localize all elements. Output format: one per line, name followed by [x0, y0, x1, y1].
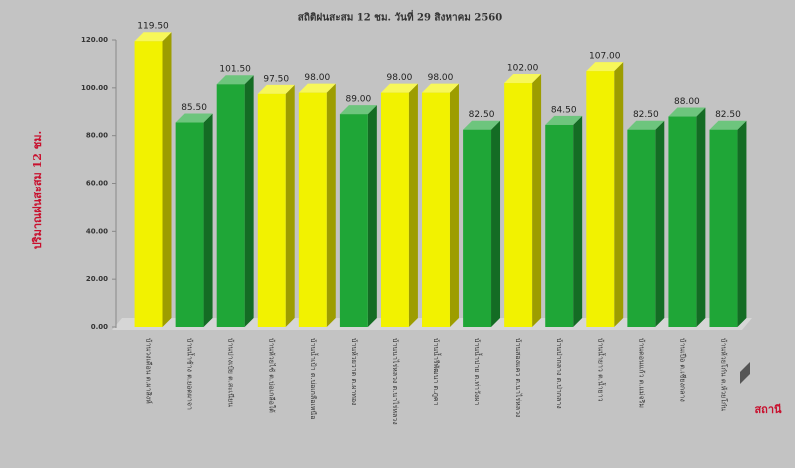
bar — [504, 83, 533, 327]
bar-top — [545, 115, 583, 125]
bar — [586, 71, 615, 327]
y-tick-label: 40.00 — [86, 227, 108, 235]
bar — [463, 129, 492, 327]
y-tick-label: 80.00 — [86, 132, 108, 140]
bar — [298, 92, 327, 327]
bar-top — [134, 32, 172, 42]
floor-edge — [740, 362, 750, 384]
x-axis-title: สถานี — [754, 403, 782, 416]
bar-top — [586, 62, 624, 72]
bar-top — [298, 83, 336, 93]
value-label: 119.50 — [137, 22, 169, 32]
bar-side — [203, 113, 213, 327]
value-label: 88.00 — [674, 97, 700, 107]
bar-side — [285, 84, 295, 327]
bar-top — [175, 113, 213, 123]
bar-side — [162, 32, 172, 328]
x-tick-label: บ้านห้วยวาด ต.ผาทอง — [350, 338, 358, 405]
bar — [627, 129, 656, 327]
value-label: 89.00 — [345, 95, 371, 105]
bar-top — [709, 120, 747, 130]
bar-top — [257, 84, 295, 94]
x-tick-label: บ้านน้ำยาว ต.น้ำยาว — [596, 338, 607, 402]
bar — [380, 92, 409, 327]
x-tick-label: บ้านดอนแก้ว ต.แม่จริม — [637, 338, 645, 408]
bar-side — [408, 83, 418, 327]
value-label: 98.00 — [387, 73, 413, 83]
y-axis-title: ปริมาณฝนสะสม 12 ชม. — [31, 131, 44, 250]
bar — [709, 129, 738, 327]
bar-top — [668, 107, 706, 117]
bar — [422, 92, 450, 327]
y-tick-label: 0.00 — [91, 323, 108, 331]
y-tick-label: 100.00 — [81, 84, 108, 92]
bar-side — [532, 74, 542, 327]
x-tick-label: บ้านน้ำเป้า ต.บ่อเกลือเหนือ — [309, 338, 320, 419]
x-tick-label: บ้านน้ำรีพัฒนา ต.ภูคา — [432, 338, 443, 406]
x-tick-label: บ้านห้วยไซ้ ต.บ่อเกลือใต้ — [268, 338, 277, 413]
x-tick-label: บ้านเปือ ต.เชียงกลาง — [678, 338, 686, 402]
bar — [216, 84, 245, 327]
bar-side — [737, 120, 747, 327]
bar-top — [380, 83, 418, 93]
bar-top — [627, 120, 665, 130]
bar-top — [216, 75, 254, 85]
y-tick-label: 120.00 — [81, 36, 108, 44]
x-tick-label: บ้านน้ำปาย ต.ท่าวังผา — [473, 338, 484, 405]
value-label: 101.50 — [219, 65, 251, 75]
x-tick-label: บ้านสองแคว ต.นาไร่หลวง — [514, 338, 523, 417]
y-tick-label: 20.00 — [86, 275, 108, 283]
x-tick-label: บ้านป่ากลาง ต.ป่ากลาง — [555, 338, 563, 409]
bar-top — [504, 74, 542, 84]
value-label: 85.50 — [181, 103, 207, 113]
bar — [339, 114, 368, 328]
x-tick-label: บ้านนาไร่หลวง ต.นาไร่หลวง — [391, 338, 400, 425]
bar — [257, 93, 286, 327]
bar-top — [463, 120, 501, 130]
bar — [175, 122, 204, 327]
x-tick-label: บ้านห้วยโก๋น ต.ห้วยโก๋น — [719, 338, 728, 411]
value-label: 82.50 — [469, 110, 495, 120]
value-label: 82.50 — [633, 110, 659, 120]
chart-title: สถิติฝนสะสม 12 ชม. วันที่ 29 สิงหาคม 256… — [298, 10, 502, 24]
value-label: 98.00 — [304, 73, 330, 83]
y-tick-label: 60.00 — [86, 180, 108, 188]
value-label: 97.50 — [263, 74, 289, 84]
bar-top — [422, 83, 459, 93]
value-label: 82.50 — [715, 110, 741, 120]
bar — [668, 116, 697, 328]
bar-top — [339, 105, 377, 115]
x-tick-label: บ้านปางเป๋ย ต.สะเนียน — [227, 338, 235, 407]
value-label: 98.00 — [428, 73, 454, 83]
value-label: 84.50 — [551, 105, 577, 115]
x-tick-label: บ้านน้ำช้าง ต.ยอดผาจา — [186, 338, 197, 410]
bar — [134, 41, 163, 328]
bar-side — [244, 75, 254, 327]
x-tick-label: บ้านวงเดือน ต.ผาสิงห์ — [145, 338, 153, 404]
bar-side — [655, 120, 665, 327]
bar-side — [326, 83, 336, 327]
bar-side — [573, 115, 583, 327]
bar-side — [696, 107, 706, 328]
bar — [545, 124, 574, 327]
bar-side — [449, 83, 459, 327]
value-label: 102.00 — [507, 64, 539, 74]
bar-side — [614, 62, 624, 327]
bar-side — [367, 105, 377, 328]
bar-side — [491, 120, 501, 327]
value-label: 107.00 — [589, 52, 621, 62]
